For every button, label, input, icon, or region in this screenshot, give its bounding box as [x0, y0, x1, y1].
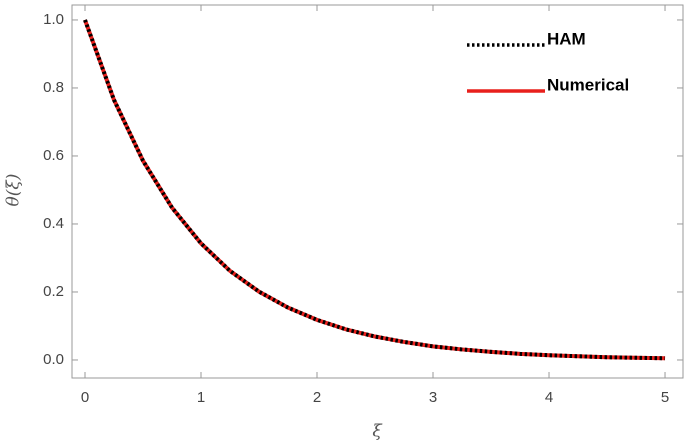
x-tick-label: 4 [545, 389, 553, 406]
x-tick-label: 0 [81, 389, 89, 406]
y-tick-label: 0.4 [43, 215, 64, 232]
series-line [83, 19, 666, 361]
x-tick-label: 2 [313, 389, 321, 406]
y-tick-label: 0.0 [43, 351, 64, 368]
x-axis-label: ξ [372, 422, 383, 442]
y-tick-label: 0.8 [43, 79, 64, 96]
x-tick-label: 1 [197, 389, 205, 406]
x-tick-label: 3 [429, 389, 437, 406]
legend-label: HAM [547, 29, 586, 48]
plot-frame [71, 4, 684, 379]
series-line [83, 19, 666, 361]
y-tick-label: 0.2 [43, 283, 64, 300]
y-tick-label: 0.6 [43, 147, 64, 164]
y-axis-label: θ(ξ) [4, 174, 24, 207]
x-tick-label: 5 [661, 389, 669, 406]
y-tick-label: 1.0 [43, 11, 64, 28]
legend-label: Numerical [547, 75, 629, 94]
